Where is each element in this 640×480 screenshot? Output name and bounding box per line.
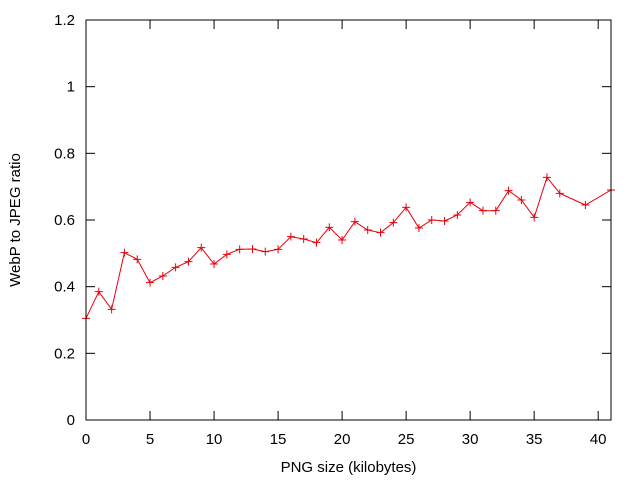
data-point-marker — [325, 223, 334, 232]
x-tick-label: 30 — [462, 431, 479, 448]
data-point-marker — [248, 245, 257, 253]
data-point-marker — [286, 232, 295, 241]
data-point-marker — [427, 216, 436, 224]
x-tick-label: 5 — [146, 431, 154, 448]
data-point-marker — [453, 211, 462, 219]
x-tick-label: 10 — [206, 431, 223, 448]
data-point-marker — [120, 248, 129, 257]
data-point-marker — [504, 186, 513, 195]
data-point-marker — [402, 203, 411, 212]
data-point-marker — [94, 287, 103, 296]
y-tick-label: 0.8 — [54, 145, 75, 162]
data-point-marker — [261, 247, 270, 256]
data-point-marker — [299, 235, 308, 243]
data-point-marker — [133, 255, 142, 264]
y-tick-label: 0.6 — [54, 212, 75, 229]
data-point-marker — [542, 173, 551, 182]
tick-marks — [85, 19, 611, 421]
y-tick-label: 1.2 — [54, 12, 75, 29]
x-tick-label: 25 — [398, 431, 415, 448]
tick-labels: 0 5 10 15 20 25 30 35 40 0 0.2 0.4 0.6 0.8 1 1.2 — [54, 12, 606, 448]
y-axis-label: WebP to JPEG ratio — [7, 153, 24, 287]
series-layer — [82, 173, 615, 323]
data-point-marker — [312, 238, 321, 247]
data-point-marker — [363, 226, 372, 234]
x-tick-label: 35 — [526, 431, 543, 448]
data-point-marker — [222, 250, 231, 259]
data-point-marker — [389, 218, 398, 227]
x-tick-label: 20 — [334, 431, 351, 448]
data-point-marker — [338, 236, 347, 244]
data-point-marker — [197, 243, 206, 252]
data-point-marker — [146, 278, 155, 287]
data-point-marker — [235, 245, 244, 254]
data-point-marker — [440, 217, 449, 225]
data-point-marker — [517, 196, 526, 204]
data-point-marker — [171, 263, 180, 272]
data-point-marker — [478, 206, 487, 215]
data-point-marker — [530, 213, 539, 222]
data-point-marker — [466, 198, 475, 207]
data-point-marker — [581, 201, 590, 209]
data-point-marker — [107, 305, 116, 314]
plot-frame — [85, 19, 612, 421]
data-point-marker — [158, 272, 167, 280]
data-point-marker — [350, 217, 359, 226]
data-point-marker — [491, 206, 500, 215]
series-line — [85, 176, 612, 319]
y-tick-label: 1 — [67, 79, 75, 96]
x-tick-label: 40 — [590, 431, 607, 448]
data-point-marker — [555, 189, 564, 198]
data-point-marker — [414, 224, 423, 232]
x-tick-label: 0 — [82, 431, 90, 448]
y-tick-label: 0 — [67, 412, 75, 429]
data-point-marker — [184, 257, 193, 266]
y-tick-label: 0.4 — [54, 279, 75, 296]
data-point-marker — [210, 260, 219, 268]
x-tick-label: 15 — [270, 431, 287, 448]
data-point-marker — [376, 228, 385, 237]
data-point-marker — [274, 245, 283, 254]
x-axis-label: PNG size (kilobytes) — [281, 459, 417, 476]
y-tick-label: 0.2 — [54, 345, 75, 362]
